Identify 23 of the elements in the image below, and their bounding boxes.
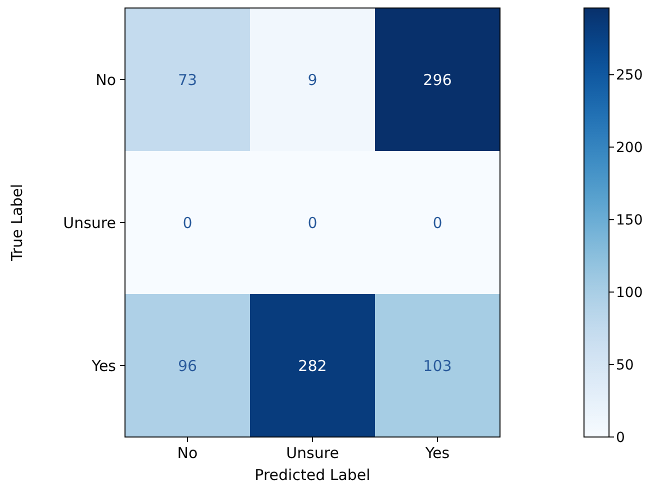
color-bar-label: 100 bbox=[616, 284, 643, 301]
data-label: 73 bbox=[178, 70, 198, 89]
y-tick-label: No bbox=[96, 70, 116, 89]
x-tick-label: No bbox=[177, 444, 198, 462]
color-bar-label: 150 bbox=[616, 212, 643, 228]
x-tick-label: Unsure bbox=[286, 444, 339, 462]
data-label: 282 bbox=[298, 356, 327, 375]
y-tick-label: Yes bbox=[90, 356, 116, 375]
color-bar-label: 200 bbox=[616, 140, 643, 156]
data-label: 0 bbox=[182, 214, 192, 232]
data-label: 0 bbox=[308, 214, 318, 232]
color-bar-label: 50 bbox=[616, 357, 634, 374]
y-tick-label: Unsure bbox=[63, 214, 116, 232]
color-bar-label: 250 bbox=[616, 68, 643, 84]
data-label: 9 bbox=[308, 70, 318, 89]
x-axis-title: Predicted Label bbox=[254, 466, 370, 484]
x-tick-label: Yes bbox=[424, 444, 450, 462]
color-bar-label: 0 bbox=[616, 430, 625, 446]
data-label: 103 bbox=[423, 356, 452, 375]
data-label: 96 bbox=[178, 356, 198, 375]
data-label: 0 bbox=[432, 214, 442, 232]
y-axis-title: True Label bbox=[8, 184, 26, 262]
data-label: 296 bbox=[423, 70, 452, 89]
